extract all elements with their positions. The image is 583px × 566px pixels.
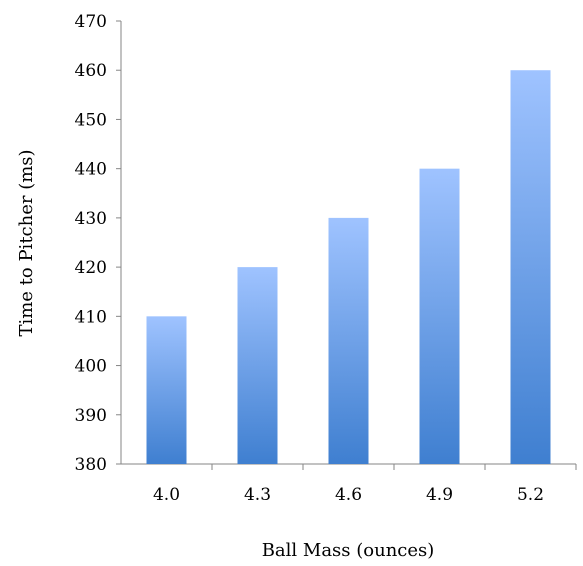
y-tick-label: 470 [75, 12, 107, 32]
y-tick-label: 460 [75, 61, 107, 81]
plot-area: 380 390 400 410 420 430 440 450 460 470 4.0 4.3 4.6 4… [75, 12, 577, 505]
y-tick-label: 390 [75, 406, 107, 426]
bar-4-6 [328, 217, 369, 464]
x-tick-label: 4.9 [426, 485, 453, 505]
bar-4-3 [237, 267, 278, 464]
y-tick-label: 420 [75, 258, 107, 278]
x-tick-label: 5.2 [517, 485, 544, 505]
x-tick-label: 4.6 [335, 485, 362, 505]
y-tick-label: 410 [75, 307, 107, 327]
bar-4-0 [146, 316, 187, 464]
x-tick-label: 4.0 [153, 485, 180, 505]
y-tick-label: 440 [75, 160, 107, 180]
y-tick-label: 450 [75, 110, 107, 130]
x-tick-label: 4.3 [244, 485, 271, 505]
bar-5-2 [510, 70, 551, 464]
y-tick-label: 430 [75, 209, 107, 229]
x-axis-title: Ball Mass (ounces) [262, 540, 435, 561]
y-tick-label: 380 [75, 455, 107, 475]
bar-4-9 [419, 168, 460, 464]
y-tick-label: 400 [75, 357, 107, 377]
y-axis-title: Time to Pitcher (ms) [16, 149, 37, 336]
